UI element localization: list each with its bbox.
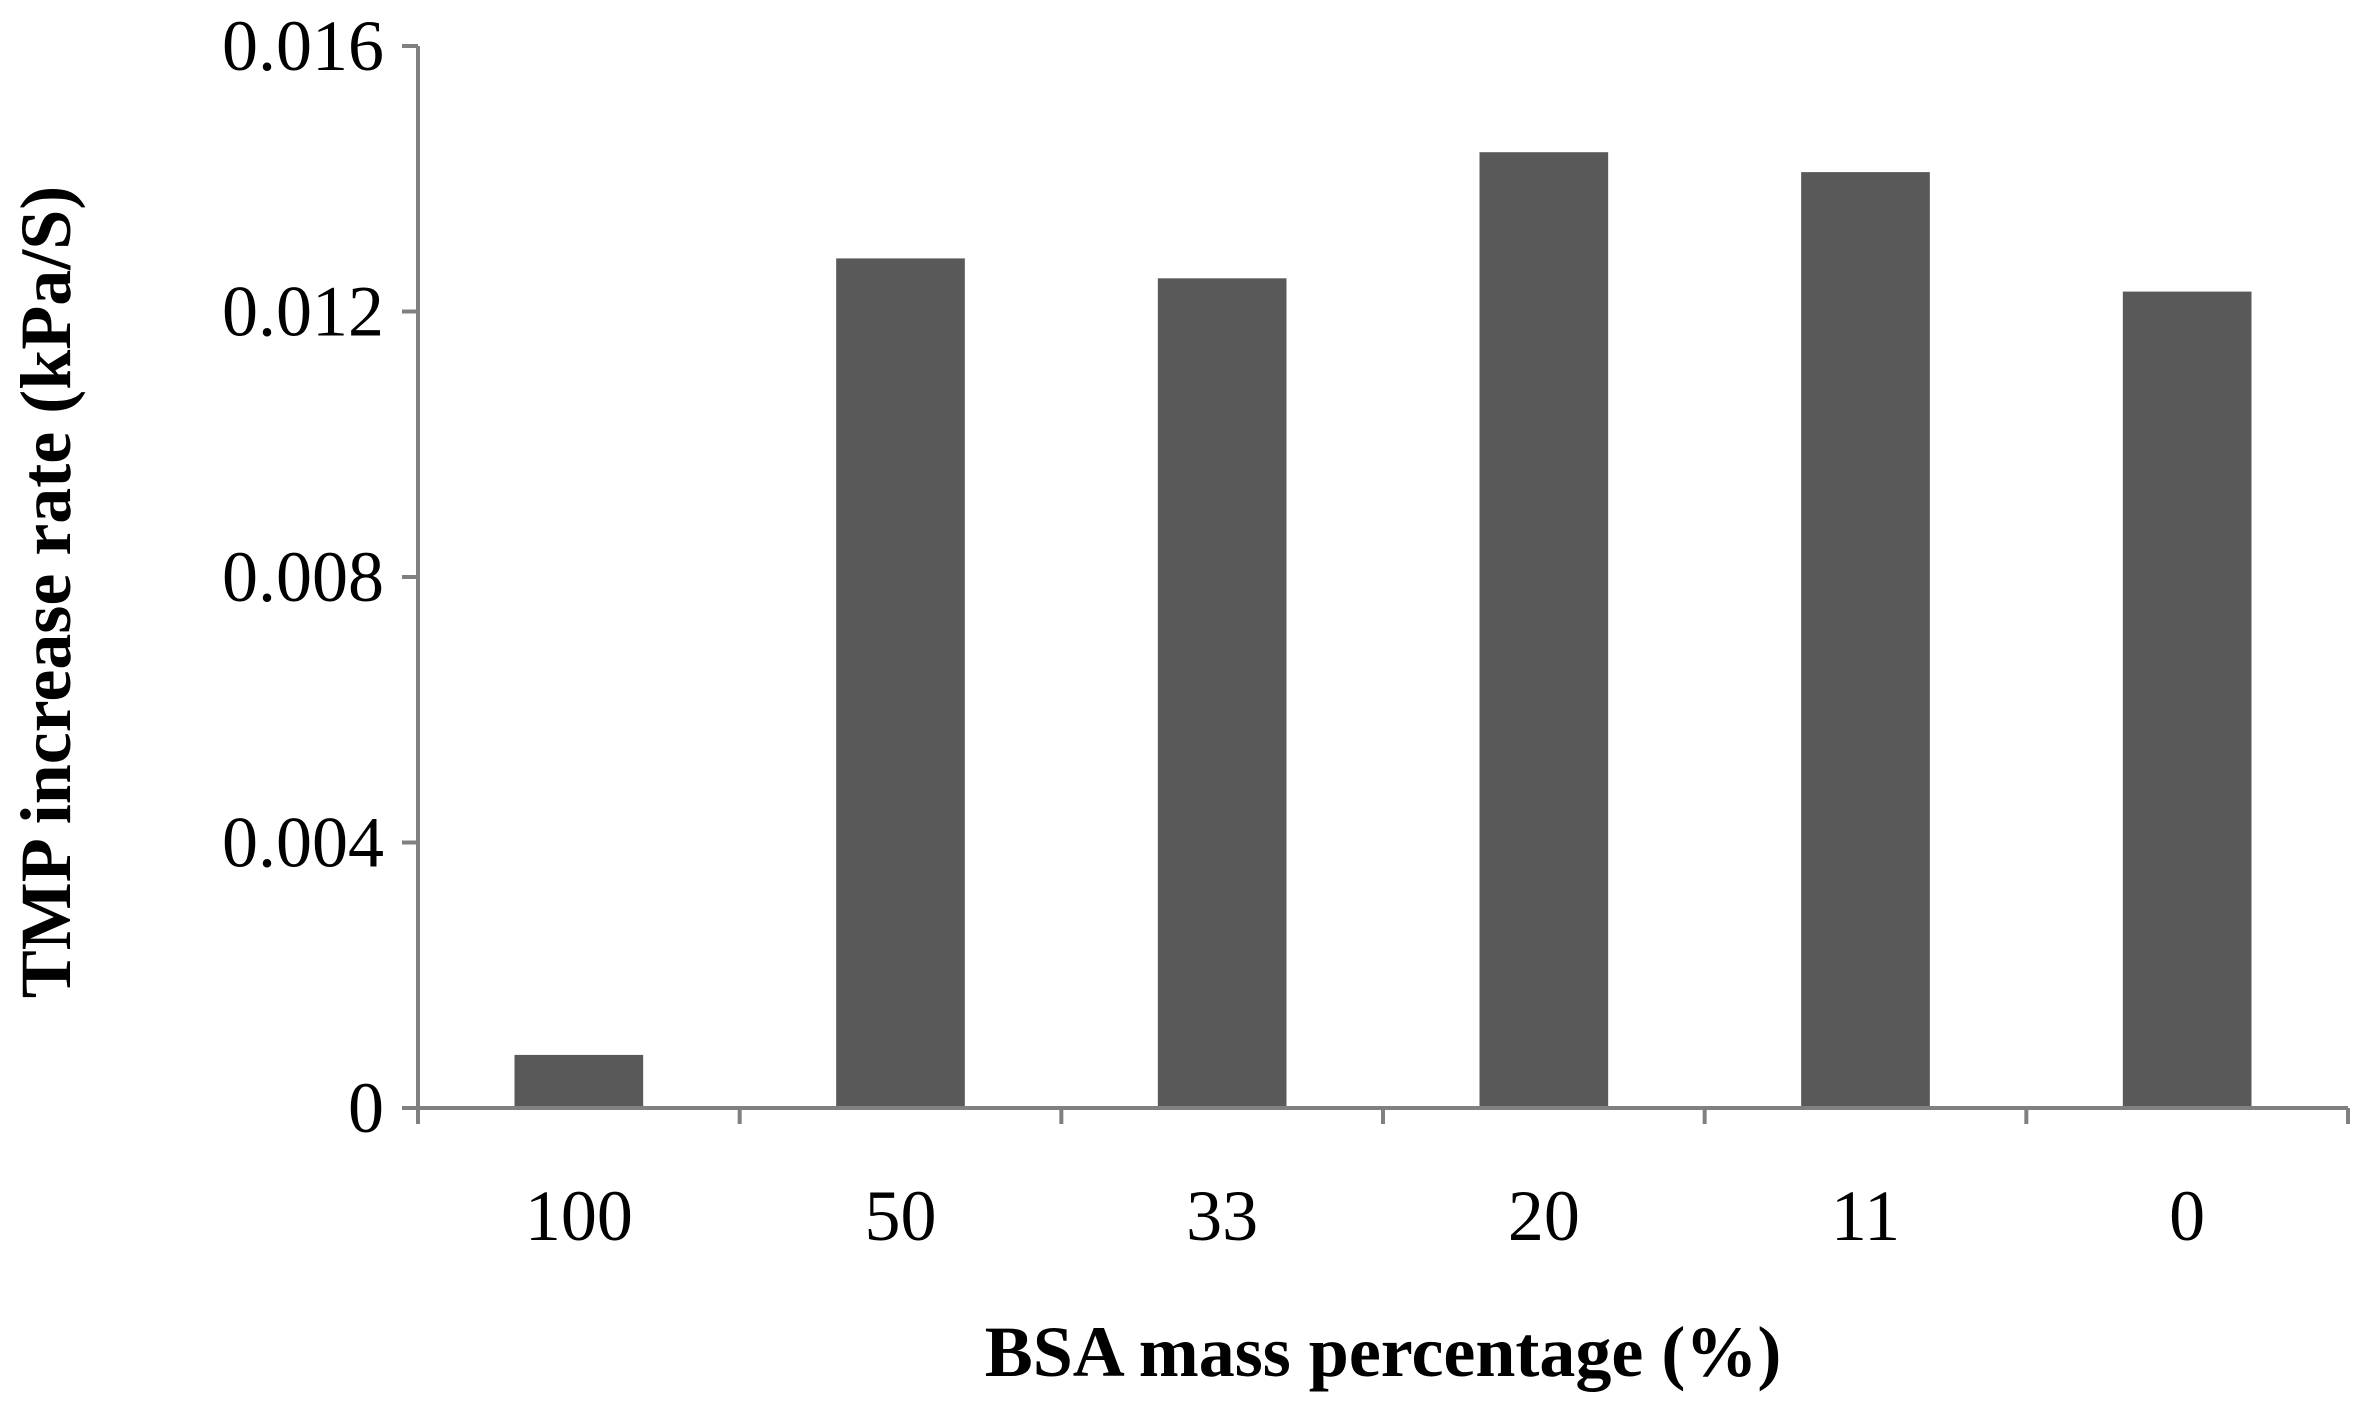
bar-33 (1157, 278, 1287, 1108)
bar-50 (836, 258, 965, 1108)
x-tick-label: 0 (2169, 1176, 2205, 1256)
y-tick-label: 0 (348, 1068, 384, 1148)
bar-11 (1801, 172, 1930, 1109)
y-ticks: 0 0.004 0.008 0.012 0.016 (222, 6, 418, 1148)
y-tick-label: 0.012 (222, 272, 384, 352)
x-tick-label: 11 (1831, 1176, 1900, 1256)
y-axis-title: TMP increase rate (kPa/S) (6, 186, 86, 999)
y-tick-label: 0.004 (222, 803, 384, 883)
bars-layer (514, 152, 2252, 1109)
x-tick-label: 100 (525, 1176, 633, 1256)
x-tick-label: 20 (1508, 1176, 1580, 1256)
axes-layer (416, 46, 2348, 1110)
y-tick-label: 0.016 (222, 6, 384, 86)
x-tick-label: 33 (1186, 1176, 1258, 1256)
bar-0 (2122, 291, 2252, 1108)
x-ticks: 100 50 33 20 11 0 (416, 1108, 2350, 1256)
bar-20 (1479, 152, 1609, 1108)
bar-100 (514, 1054, 644, 1108)
x-tick-label: 50 (865, 1176, 937, 1256)
x-axis-title: BSA mass percentage (%) (985, 1312, 1782, 1392)
y-tick-label: 0.008 (222, 537, 384, 617)
